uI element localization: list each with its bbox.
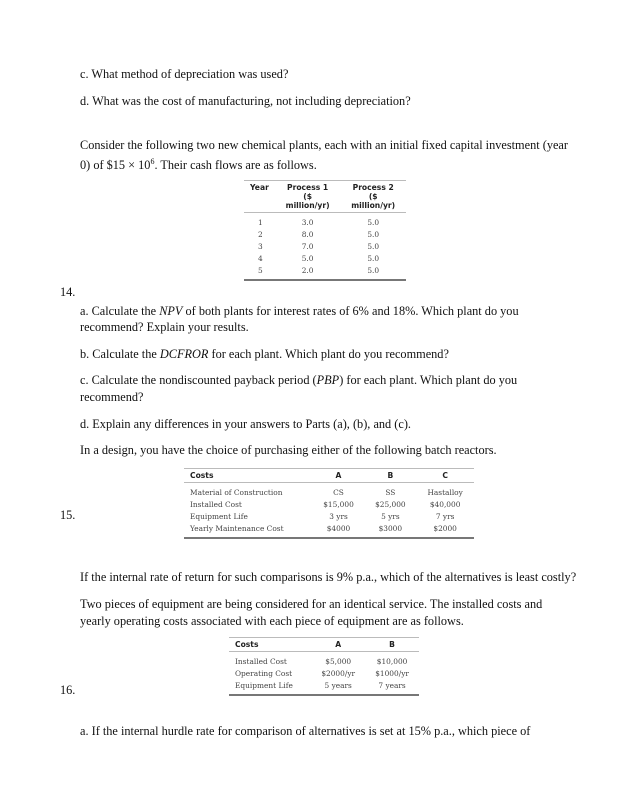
q14-exponent: 6 xyxy=(150,157,155,166)
table-cell: 2.0 xyxy=(274,264,341,281)
table-cell: $2000/yr xyxy=(321,669,356,678)
text: ) for each plant. Which plant do you xyxy=(339,373,518,387)
column-header: A xyxy=(311,637,366,652)
column-header: Costs xyxy=(184,468,313,483)
table-row: Material of Construction CS SS Hastalloy xyxy=(184,483,474,499)
table-cell: Hastalloy xyxy=(427,488,463,497)
column-header: C xyxy=(416,468,474,483)
table-cell: 5 years xyxy=(311,679,366,696)
table-row: Installed Cost $15,000 $25,000 $40,000 xyxy=(184,499,474,511)
pbp-term: PBP xyxy=(316,373,340,387)
dcfror-term: DCFROR xyxy=(159,347,209,361)
table-cell: 5.0 xyxy=(367,230,380,239)
table-cell: $3000 xyxy=(364,522,417,539)
q15-intro: In a design, you have the choice of purc… xyxy=(80,443,497,457)
table-row: Equipment Life 5 years 7 years xyxy=(229,679,419,696)
column-header: Costs xyxy=(229,637,312,652)
table-cell: 4 xyxy=(258,254,263,263)
text: c. Calculate the nondiscounted payback p… xyxy=(80,373,317,387)
table-cell: 5.0 xyxy=(367,242,380,251)
item-c: c. What method of depreciation was used? xyxy=(80,67,289,81)
table-cell: $10,000 xyxy=(376,657,408,666)
table-row: 5 2.0 5.0 xyxy=(244,264,406,281)
table-row: Operating Cost $2000/yr $1000/yr xyxy=(229,668,419,680)
table-cell: 3.0 xyxy=(301,218,314,227)
table-cell: Operating Cost xyxy=(235,669,293,678)
header-process-1-unit: ($ million/yr) xyxy=(285,192,330,210)
q14-part-a-line1: a. Calculate the NPV of both plants for … xyxy=(80,304,519,318)
table-row: Equipment Life 3 yrs 5 yrs 7 yrs xyxy=(184,511,474,523)
table-cell: Equipment Life xyxy=(229,679,312,696)
table-cell: $1000/yr xyxy=(375,669,409,678)
table-cell: 2 xyxy=(258,230,263,239)
table-cell: $40,000 xyxy=(429,500,461,509)
header-process-1: Process 1 ($ million/yr) xyxy=(274,180,341,213)
table-cell: 7 yrs xyxy=(435,512,455,521)
table-cell: 7 years xyxy=(365,679,419,696)
header-year: Year xyxy=(244,180,275,213)
table-cell: 5.0 xyxy=(367,254,380,263)
header-process-2-label: Process 2 xyxy=(352,183,394,192)
table-cell: $25,000 xyxy=(375,500,406,509)
table-cell: SS xyxy=(385,488,396,497)
column-header: A xyxy=(312,468,365,483)
q14-intro-line2: 0) of $15 × 106. Their cash flows are as… xyxy=(80,155,317,172)
table-cell: Material of Construction xyxy=(190,488,283,497)
item-d: d. What was the cost of manufacturing, n… xyxy=(80,94,411,108)
table-cell: $4000 xyxy=(312,522,365,539)
q14-part-a-line2: recommend? Explain your results. xyxy=(80,320,249,334)
header-process-2: Process 2 ($ million/yr) xyxy=(340,180,406,213)
table-cell: 5.0 xyxy=(340,264,406,281)
q14-intro-text-end: . Their cash flows are as follows. xyxy=(154,158,317,173)
table-cell: CS xyxy=(333,488,344,497)
q16-intro-line2: yearly operating costs associated with e… xyxy=(80,614,464,628)
table-row: 4 5.0 5.0 xyxy=(244,253,406,265)
text: a. Calculate the xyxy=(80,304,160,318)
table-cell: $15,000 xyxy=(323,500,354,509)
header-process-2-unit: ($ million/yr) xyxy=(351,192,396,210)
table-cell: $2000 xyxy=(416,522,474,539)
q14-part-d: d. Explain any differences in your answe… xyxy=(80,417,411,431)
table-row: Installed Cost $5,000 $10,000 xyxy=(229,652,419,668)
table-row: 2 8.0 5.0 xyxy=(244,229,406,241)
q16-part-a: a. If the internal hurdle rate for compa… xyxy=(80,724,531,738)
q14-part-c-line1: c. Calculate the nondiscounted payback p… xyxy=(80,373,517,387)
q16-equipment-table: Costs A B Installed Cost $5,000 $10,000 Opera… xyxy=(229,637,419,696)
table-cell: 1 xyxy=(258,218,263,227)
column-header: B xyxy=(365,637,419,652)
table-row: Yearly Maintenance Cost $4000 $3000 $2000 xyxy=(184,522,474,539)
q14-intro-text: 0) of $15 × 10 xyxy=(80,158,151,173)
table-cell: 5 xyxy=(244,264,275,281)
q15-reactor-table: Costs A B C Material of Construction CS SS Has… xyxy=(184,468,474,539)
q15-question: If the internal rate of return for such … xyxy=(80,570,577,584)
question-number-16: 16. xyxy=(60,683,76,697)
table-cell: 7.0 xyxy=(301,242,314,251)
table-cell: Equipment Life xyxy=(190,512,248,521)
table-cell: $5,000 xyxy=(325,657,352,666)
table-row: 3 7.0 5.0 xyxy=(244,241,406,253)
table-cell: 3 yrs xyxy=(329,512,348,521)
text: of both plants for interest rates of 6% … xyxy=(182,304,519,318)
q14-intro-line1: Consider the following two new chemical … xyxy=(80,138,568,152)
table-cell: 5.0 xyxy=(367,218,380,227)
column-header: B xyxy=(364,468,417,483)
q16-intro-line1: Two pieces of equipment are being consid… xyxy=(80,597,543,611)
npv-term: NPV xyxy=(159,304,183,318)
table-cell: Installed Cost xyxy=(190,500,242,509)
table-cell: 5 yrs xyxy=(381,512,400,521)
question-number-15: 15. xyxy=(60,508,76,522)
table-cell: Yearly Maintenance Cost xyxy=(184,522,313,539)
table-cell: Installed Cost xyxy=(235,657,287,666)
table-cell: 5.0 xyxy=(301,254,314,263)
table-cell: 8.0 xyxy=(301,230,314,239)
q14-part-b: b. Calculate the DCFROR for each plant. … xyxy=(80,347,449,361)
table-cell: 3 xyxy=(258,242,263,251)
text: for each plant. Which plant do you recom… xyxy=(208,347,449,361)
q14-part-c-line2: recommend? xyxy=(80,390,144,404)
table-row: 1 3.0 5.0 xyxy=(244,213,406,229)
header-process-1-label: Process 1 xyxy=(287,183,329,192)
text: b. Calculate the xyxy=(80,347,160,361)
question-number-14: 14. xyxy=(60,285,76,299)
q14-cash-flow-table: Year Process 1 ($ million/yr) Process 2 ($… xyxy=(244,180,406,281)
